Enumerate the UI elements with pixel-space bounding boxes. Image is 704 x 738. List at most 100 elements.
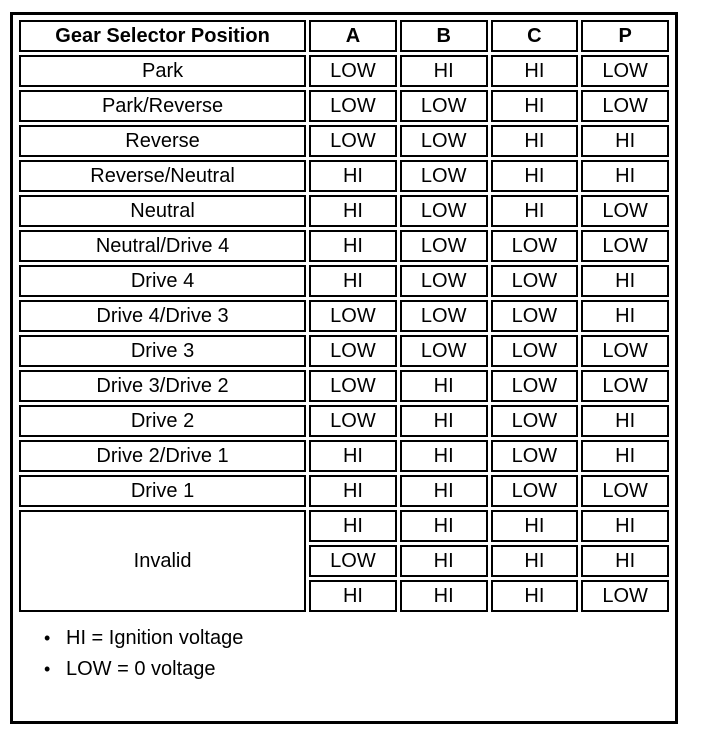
gear-position-label: Park/Reverse (19, 90, 307, 122)
signal-cell: LOW (399, 125, 488, 157)
signal-cell: HI (309, 195, 397, 227)
signal-cell: HI (399, 440, 488, 472)
signal-cell: LOW (581, 230, 669, 262)
col-header-gear-selector-position: Gear Selector Position (19, 20, 307, 52)
table-row: Drive 1 HI HI LOW LOW (19, 475, 669, 507)
signal-cell: HI (399, 55, 488, 87)
signal-cell: HI (581, 440, 669, 472)
gear-position-label: Drive 3 (19, 335, 307, 367)
table-row: Park/Reverse LOW LOW HI LOW (19, 90, 669, 122)
legend-note-hi: • HI = Ignition voltage (44, 623, 672, 654)
signal-cell: HI (581, 160, 669, 192)
header-row: Gear Selector Position A B C P (19, 20, 669, 52)
bullet-icon: • (44, 628, 51, 648)
table-row: Drive 3/Drive 2 LOW HI LOW LOW (19, 370, 669, 402)
signal-cell: LOW (490, 230, 579, 262)
table-row: Drive 2/Drive 1 HI HI LOW HI (19, 440, 669, 472)
signal-cell: LOW (399, 300, 488, 332)
signal-cell: HI (581, 300, 669, 332)
legend-note-low: • LOW = 0 voltage (44, 654, 672, 685)
document-frame: Gear Selector Position A B C P Park LOW … (10, 12, 678, 724)
signal-cell: HI (309, 265, 397, 297)
gear-position-label: Neutral (19, 195, 307, 227)
col-header-a: A (309, 20, 397, 52)
gear-position-label: Drive 3/Drive 2 (19, 370, 307, 402)
signal-cell: HI (309, 580, 397, 612)
signal-cell: LOW (581, 580, 669, 612)
signal-cell: LOW (309, 125, 397, 157)
legend-notes: • HI = Ignition voltage • LOW = 0 voltag… (16, 615, 672, 685)
signal-cell: HI (490, 125, 579, 157)
signal-cell: HI (309, 160, 397, 192)
gear-position-label: Drive 2/Drive 1 (19, 440, 307, 472)
table-row: Neutral HI LOW HI LOW (19, 195, 669, 227)
signal-cell: LOW (309, 545, 397, 577)
signal-cell: HI (490, 90, 579, 122)
signal-cell: HI (399, 370, 488, 402)
signal-cell: LOW (490, 475, 579, 507)
gear-position-label: Reverse (19, 125, 307, 157)
signal-cell: LOW (309, 55, 397, 87)
signal-cell: LOW (490, 300, 579, 332)
signal-cell: HI (581, 125, 669, 157)
signal-cell: HI (309, 475, 397, 507)
signal-cell: LOW (490, 440, 579, 472)
gear-position-label-invalid: Invalid (19, 510, 307, 612)
signal-cell: LOW (490, 335, 579, 367)
gear-position-label: Neutral/Drive 4 (19, 230, 307, 262)
signal-cell: HI (581, 265, 669, 297)
signal-cell: HI (490, 580, 579, 612)
signal-cell: LOW (581, 90, 669, 122)
signal-cell: HI (490, 545, 579, 577)
gear-position-label: Park (19, 55, 307, 87)
gear-position-label: Drive 2 (19, 405, 307, 437)
signal-cell: HI (399, 510, 488, 542)
signal-cell: LOW (309, 405, 397, 437)
gear-selector-signal-table: Gear Selector Position A B C P Park LOW … (16, 17, 672, 615)
signal-cell: LOW (490, 405, 579, 437)
signal-cell: LOW (399, 335, 488, 367)
signal-cell: HI (581, 405, 669, 437)
signal-cell: HI (399, 580, 488, 612)
table-row: Reverse LOW LOW HI HI (19, 125, 669, 157)
signal-cell: LOW (581, 195, 669, 227)
col-header-p: P (581, 20, 669, 52)
signal-cell: HI (309, 230, 397, 262)
gear-position-label: Reverse/Neutral (19, 160, 307, 192)
legend-note-text: HI = Ignition voltage (66, 627, 244, 649)
signal-cell: HI (490, 55, 579, 87)
col-header-c: C (490, 20, 579, 52)
bullet-icon: • (44, 659, 51, 679)
table-row: Drive 2 LOW HI LOW HI (19, 405, 669, 437)
table-row: Park LOW HI HI LOW (19, 55, 669, 87)
signal-cell: LOW (581, 335, 669, 367)
signal-cell: LOW (309, 300, 397, 332)
signal-cell: LOW (399, 195, 488, 227)
signal-cell: LOW (309, 370, 397, 402)
gear-position-label: Drive 4/Drive 3 (19, 300, 307, 332)
col-header-b: B (399, 20, 488, 52)
signal-cell: HI (309, 440, 397, 472)
signal-cell: LOW (490, 265, 579, 297)
table-row: Drive 4/Drive 3 LOW LOW LOW HI (19, 300, 669, 332)
signal-cell: LOW (581, 475, 669, 507)
signal-cell: LOW (399, 265, 488, 297)
signal-cell: HI (581, 510, 669, 542)
table-row: Reverse/Neutral HI LOW HI HI (19, 160, 669, 192)
signal-cell: HI (581, 545, 669, 577)
legend-note-text: LOW = 0 voltage (66, 658, 216, 680)
signal-cell: LOW (399, 230, 488, 262)
table-row: Drive 4 HI LOW LOW HI (19, 265, 669, 297)
signal-cell: LOW (581, 370, 669, 402)
gear-position-label: Drive 4 (19, 265, 307, 297)
signal-cell: HI (490, 510, 579, 542)
signal-cell: HI (490, 160, 579, 192)
signal-cell: LOW (490, 370, 579, 402)
gear-position-label: Drive 1 (19, 475, 307, 507)
signal-cell: LOW (399, 90, 488, 122)
signal-cell: HI (399, 475, 488, 507)
signal-cell: HI (399, 545, 488, 577)
table-row: Neutral/Drive 4 HI LOW LOW LOW (19, 230, 669, 262)
signal-cell: LOW (581, 55, 669, 87)
table-row-invalid: Invalid HI HI HI HI (19, 510, 669, 612)
